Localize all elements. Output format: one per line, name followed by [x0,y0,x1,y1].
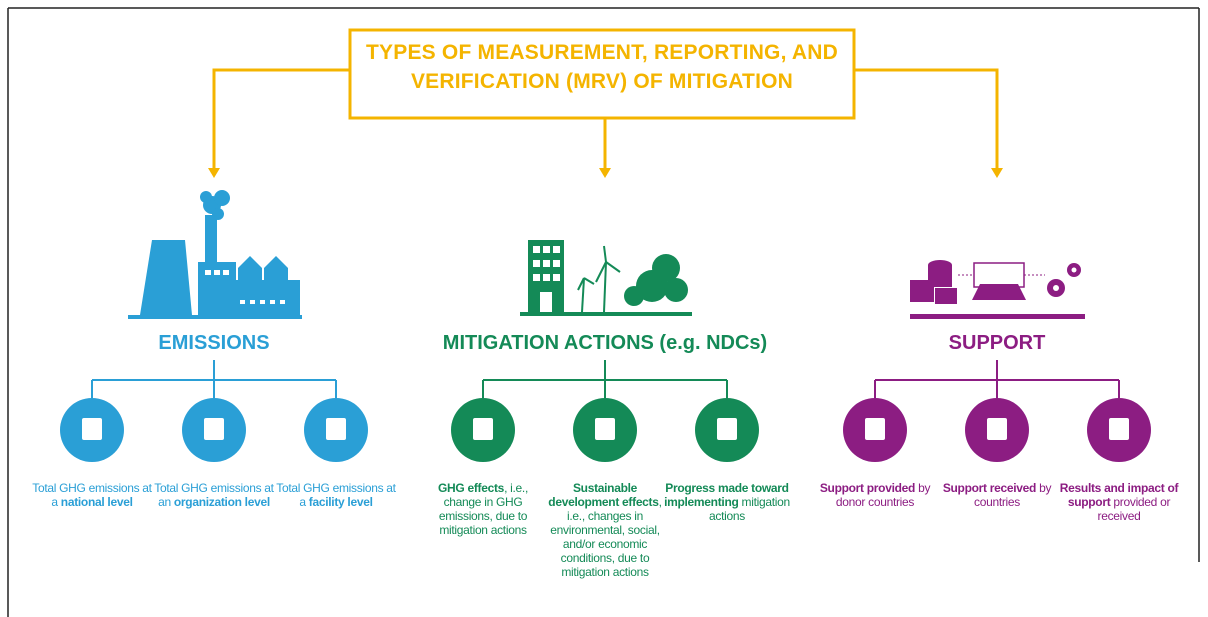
item-description: Results and impact of support provided o… [1056,481,1182,523]
strong-text: organization level [174,495,270,509]
item-glyph [1109,418,1129,440]
category-label: EMISSIONS [14,332,414,355]
item-description: GHG effects, i.e., change in GHG emissio… [420,481,546,537]
support-icon [910,260,1085,319]
item-glyph [82,418,102,440]
item-glyph [326,418,346,440]
item-description: Total GHG emissions at an organization l… [151,481,277,509]
title: TYPES OF MEASUREMENT, REPORTING, AND VER… [352,38,852,96]
strong-text: national level [61,495,133,509]
item-description: Sustainable development effects, i.e., c… [542,481,668,579]
item-description: Total GHG emissions at a facility level [273,481,399,509]
item-glyph [473,418,493,440]
category-label: MITIGATION ACTIONS (e.g. NDCs) [405,332,805,355]
strong-text: facility level [309,495,373,509]
item-glyph [987,418,1007,440]
mitigation-icon [520,240,692,316]
item-description: Support received by countries [934,481,1060,509]
item-description: Total GHG emissions at a national level [29,481,155,509]
item-glyph [595,418,615,440]
item-description: Progress made toward implementing mitiga… [664,481,790,523]
item-glyph [717,418,737,440]
category-label: SUPPORT [797,332,1197,355]
arrows [208,168,1003,178]
strong-text: GHG effects [438,481,504,495]
strong-text: Sustainable development effects [548,481,658,509]
strong-text: Support provided [820,481,915,495]
factory-icon [128,190,302,319]
item-description: Support provided by donor countries [812,481,938,509]
item-glyph [865,418,885,440]
item-glyph [204,418,224,440]
page: TYPES OF MEASUREMENT, REPORTING, AND VER… [0,0,1208,617]
strong-text: Support received [943,481,1036,495]
